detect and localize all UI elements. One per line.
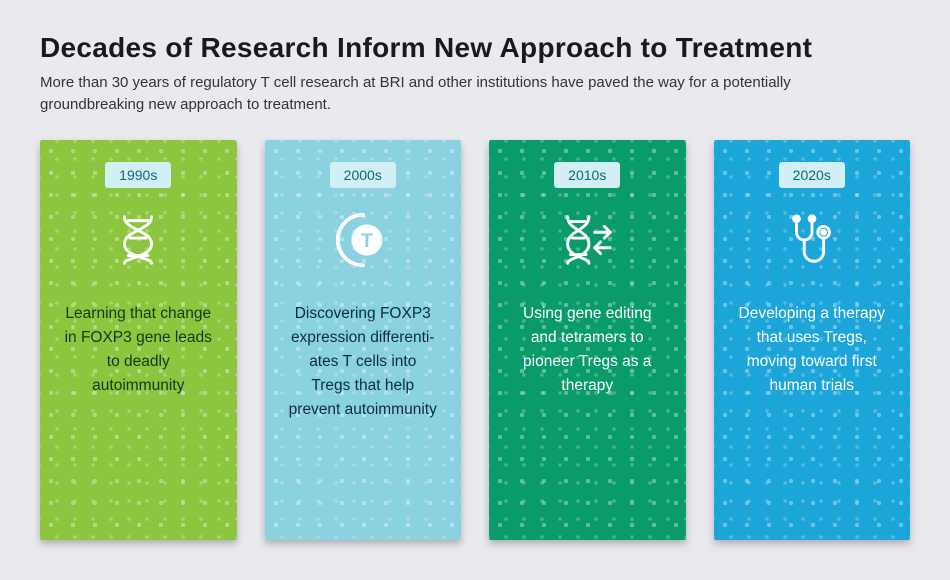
decade-column-2020s: 2020s Developing a therapy that uses Tre… <box>714 140 911 540</box>
decade-badge: 2010s <box>554 162 620 188</box>
svg-text:T: T <box>361 229 373 251</box>
timeline-columns: 1990s Learning that change in FOXP3 gene… <box>40 140 910 540</box>
page-title: Decades of Research Inform New Approach … <box>40 32 910 64</box>
decade-description: Using gene editing and tetramers to pion… <box>512 302 662 398</box>
dna-icon <box>106 208 170 272</box>
t-circle-icon: T <box>331 208 395 272</box>
dna-edit-icon <box>555 208 619 272</box>
decade-badge: 1990s <box>105 162 171 188</box>
decade-description: Learning that change in FOXP3 gene leads… <box>63 302 213 398</box>
decade-badge: 2020s <box>779 162 845 188</box>
decade-description: Developing a therapy that uses Tregs, mo… <box>737 302 887 398</box>
stethoscope-icon <box>780 208 844 272</box>
decade-column-1990s: 1990s Learning that change in FOXP3 gene… <box>40 140 237 540</box>
decade-column-2010s: 2010s Using gene editing and tetramers t… <box>489 140 686 540</box>
decade-column-2000s: 2000s T Discovering FOXP3 expres­sion di… <box>265 140 462 540</box>
decade-description: Discovering FOXP3 expres­sion differenti… <box>288 302 438 422</box>
decade-badge: 2000s <box>330 162 396 188</box>
page-subtitle: More than 30 years of regulatory T cell … <box>40 72 860 116</box>
